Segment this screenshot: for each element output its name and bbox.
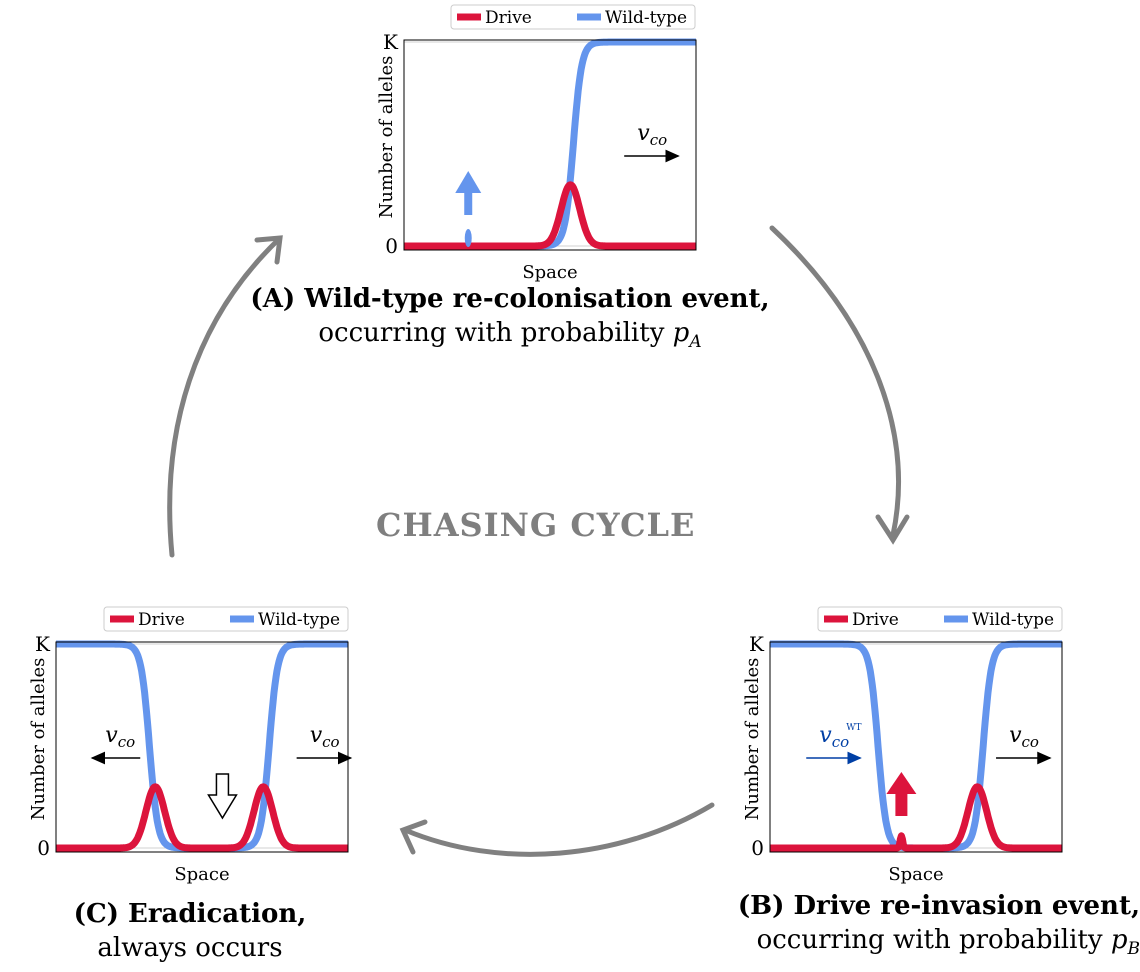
ytick-k: K — [383, 30, 399, 54]
caption-a: (A) Wild-type re-colonisation event, occ… — [230, 283, 790, 353]
legend-drive-label: Drive — [852, 610, 899, 630]
cycle-title: CHASING CYCLE — [376, 506, 695, 544]
velocity-wt-superscript: WT — [846, 723, 861, 733]
ytick-zero: 0 — [385, 234, 398, 258]
y-axis-label: Number of alleles — [28, 658, 49, 821]
ytick-zero: 0 — [37, 836, 50, 860]
panel-b-plot: K 0 Number of alleles Space Drive Wild-type vc… — [742, 607, 1062, 885]
panel-c-plot: K 0 Number of alleles Space Drive Wild-type vc… — [28, 607, 351, 885]
velocity-label: vco — [637, 121, 667, 149]
caption-b-prob-sub: B — [1128, 939, 1140, 959]
y-axis-label: Number of alleles — [376, 56, 397, 219]
drive-curve — [404, 185, 696, 246]
wildtype-event-arrow-shaft — [464, 193, 472, 215]
ytick-zero: 0 — [751, 836, 764, 860]
caption-b: (B) Drive re-invasion event, occurring w… — [690, 890, 1140, 960]
caption-a-rest: occurring with probability — [318, 318, 664, 348]
caption-c: (C) Eradication, always occurs — [30, 898, 350, 966]
caption-a-prob: p — [673, 318, 690, 348]
y-axis-label: Number of alleles — [742, 658, 763, 821]
ytick-k: K — [749, 632, 765, 656]
velocity-wt-label: vco — [819, 723, 849, 751]
panel-a-plot: K 0 Number of alleles Space Drive Wild-type vc… — [376, 5, 696, 283]
legend: Drive Wild-type — [104, 607, 348, 631]
drive-curve — [770, 787, 1062, 848]
wildtype-curve — [56, 644, 348, 848]
ytick-k: K — [35, 632, 51, 656]
plot-frame — [56, 642, 348, 852]
x-axis-label: Space — [174, 864, 229, 885]
cycle-arrow-a-to-b — [772, 228, 898, 535]
legend: Drive Wild-type — [818, 607, 1062, 631]
drive-event-arrow-shaft — [895, 794, 907, 816]
velocity-label: vco — [1009, 723, 1039, 751]
velocity-label: vco — [105, 723, 135, 751]
legend-wildtype-label: Wild-type — [258, 610, 340, 630]
caption-b-prob: p — [1111, 925, 1128, 955]
legend-drive-label: Drive — [485, 8, 532, 28]
caption-b-bold: (B) Drive re-invasion event, — [738, 891, 1140, 921]
legend: Drive Wild-type — [451, 5, 695, 29]
caption-b-rest: occurring with probability — [757, 925, 1103, 955]
x-axis-label: Space — [522, 262, 577, 283]
legend-drive-label: Drive — [138, 610, 185, 630]
drive-event-arrow-head — [886, 772, 916, 794]
velocity-label: vco — [310, 723, 340, 751]
legend-wildtype-label: Wild-type — [972, 610, 1054, 630]
caption-a-bold: (A) Wild-type re-colonisation event, — [250, 284, 769, 314]
caption-c-rest: always occurs — [97, 933, 282, 963]
x-axis-label: Space — [888, 864, 943, 885]
legend-wildtype-label: Wild-type — [605, 8, 687, 28]
drive-curve — [56, 787, 348, 848]
wildtype-event-arrow-head — [455, 171, 481, 193]
wildtype-event-bump — [465, 229, 472, 247]
eradication-down-arrow — [208, 774, 236, 818]
cycle-arrow-b-to-c — [405, 805, 712, 854]
caption-a-prob-sub: A — [689, 332, 701, 352]
caption-c-bold: (C) Eradication, — [74, 899, 307, 929]
